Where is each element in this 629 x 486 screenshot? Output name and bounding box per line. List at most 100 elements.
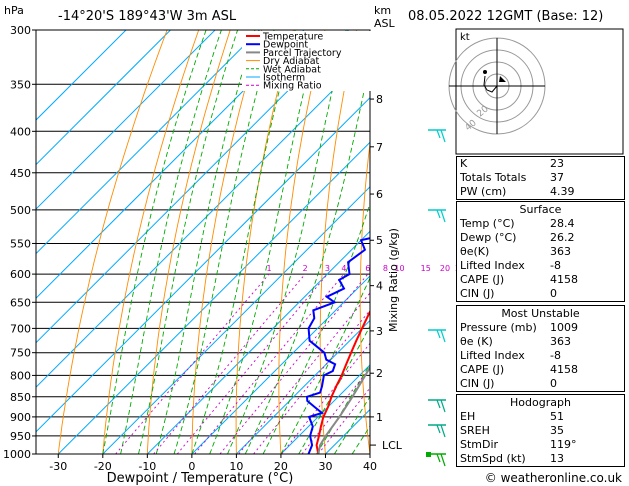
isotherm-line [36, 30, 261, 255]
legend-label: Wet Adiabat [263, 64, 321, 75]
wet-adiabat-line [137, 30, 239, 454]
hodograph-value: 35 [550, 424, 564, 437]
unstable-row: θe (K) 363 [457, 335, 624, 349]
hodograph-box [455, 28, 624, 155]
index-value: 4.39 [550, 185, 575, 198]
wind-barb [428, 329, 446, 343]
pressure-tick-label: 600 [10, 268, 31, 281]
hodograph-value: 51 [550, 410, 564, 423]
wet-adiabat-line [155, 30, 256, 454]
temperature-tick-label: 0 [188, 460, 195, 473]
surface-label: θe(K) [460, 245, 490, 258]
mixing-ratio-label: 2 [303, 264, 308, 273]
pressure-tick-label: 650 [10, 296, 31, 309]
surface-label: Dewp (°C) [460, 231, 517, 244]
wet-adiabat-line [280, 276, 370, 454]
unstable-row: CIN (J) 0 [457, 377, 624, 391]
mixing-ratio-line [281, 342, 370, 454]
hodograph-label: SREH [460, 424, 490, 437]
legend-label: Dewpoint [263, 40, 308, 51]
pressure-tick-label: 850 [10, 391, 31, 404]
surface-barb-marker [426, 452, 431, 457]
wet-adiabat-line [102, 30, 207, 454]
plot-frame [35, 29, 371, 455]
temperature-tick-label: -10 [138, 460, 156, 473]
dry-adiabat-line [102, 30, 200, 454]
surface-row: CAPE (J) 4158 [457, 273, 624, 287]
dry-adiabat-line [57, 30, 168, 454]
pressure-tick-label: 450 [10, 167, 31, 180]
legend-label: Isotherm [263, 73, 305, 84]
surface-row: Temp (°C) 28.4 [457, 217, 624, 231]
mixing-ratio-label: 6 [365, 264, 370, 273]
mixing-ratio-line [238, 292, 370, 454]
surface-label: Temp (°C) [460, 217, 515, 230]
unstable-row: CAPE (J) 4158 [457, 363, 624, 377]
unstable-label: Pressure (mb) [460, 321, 537, 334]
surface-title: Surface [519, 203, 562, 216]
hodograph-label: EH [460, 410, 476, 423]
unstable-label: θe (K) [460, 335, 493, 348]
isotherm-line [36, 97, 370, 433]
wind-barbs [426, 129, 446, 467]
index-label: K [460, 157, 468, 170]
pressure-tick-label: 550 [10, 237, 31, 250]
pressure-tick-label: 900 [10, 411, 31, 424]
mixing-ratio-label: 10 [394, 264, 404, 273]
dry-adiabat-line [191, 30, 263, 454]
unstable-row: Pressure (mb) 1009 [457, 321, 624, 335]
mixing-ratio-line [176, 273, 328, 454]
temperature-tick-label: 10 [229, 460, 243, 473]
mixing-ratio-label: 15 [421, 264, 431, 273]
hodograph-value: 119° [550, 438, 577, 451]
surface-value: 0 [550, 287, 557, 300]
wet-adiabat-line [262, 201, 370, 454]
isotherm-line [36, 30, 127, 121]
mixing-ratio-line [253, 309, 370, 454]
dry-adiabat-line [399, 6, 424, 472]
index-value: 23 [550, 157, 564, 170]
hodograph-row: SREH 35 [457, 424, 624, 438]
wind-barb [428, 129, 446, 143]
surface-panel: Surface Temp (°C) 28.4 Dewp (°C) 26.2 θe(K) 3… [456, 201, 625, 302]
unstable-value: 4158 [550, 363, 578, 376]
legend-label: Dry Adiabat [263, 56, 320, 67]
mixing-ratio-label: 1 [267, 264, 272, 273]
hodograph-label: StmSpd (kt) [460, 452, 526, 465]
wind-barb [428, 209, 446, 223]
surface-row: CIN (J) 0 [457, 287, 624, 301]
mixing-ratio-axis-title: Mixing Ratio (g/kg) [387, 228, 400, 332]
isotherm-line [280, 364, 370, 454]
km-tick-label: 3 [376, 325, 383, 338]
index-label: Totals Totals [460, 171, 527, 184]
legend-background [242, 31, 387, 91]
surface-row: Lifted Index -8 [457, 259, 624, 273]
unstable-label: CAPE (J) [460, 363, 505, 376]
wet-adiabat-line [244, 61, 370, 454]
surface-value: -8 [550, 259, 561, 272]
wet-adiabat-line [173, 30, 275, 454]
km-tick-label: 8 [376, 93, 383, 106]
asl-label: ASL [374, 17, 396, 30]
mixing-ratio-line [317, 387, 370, 454]
dry-adiabat-line [235, 30, 294, 454]
mixing-ratio-line [153, 273, 306, 454]
x-axis-title: Dewpoint / Temperature (°C) [107, 471, 294, 486]
hpa-label: hPa [4, 4, 24, 17]
mixing-ratio-line [115, 273, 270, 454]
isotherm-line [235, 319, 370, 454]
pressure-tick-label: 1000 [3, 448, 31, 461]
km-label: km [374, 4, 391, 17]
temperature-profile [315, 309, 370, 454]
mixing-ratio-label: 4 [341, 264, 346, 273]
pressure-tick-label: 500 [10, 204, 31, 217]
index-row: Totals Totals 37 [457, 171, 624, 185]
unstable-row: Lifted Index -8 [457, 349, 624, 363]
pressure-tick-label: 300 [10, 24, 31, 37]
dewpoint-profile [305, 237, 370, 454]
wind-barb [428, 424, 446, 438]
chart-title: -14°20'S 189°43'W 3m ASL [58, 9, 237, 24]
wet-adiabat-line [227, 30, 347, 454]
pressure-tick-label: 800 [10, 369, 31, 382]
unstable-label: CIN (J) [460, 377, 495, 390]
